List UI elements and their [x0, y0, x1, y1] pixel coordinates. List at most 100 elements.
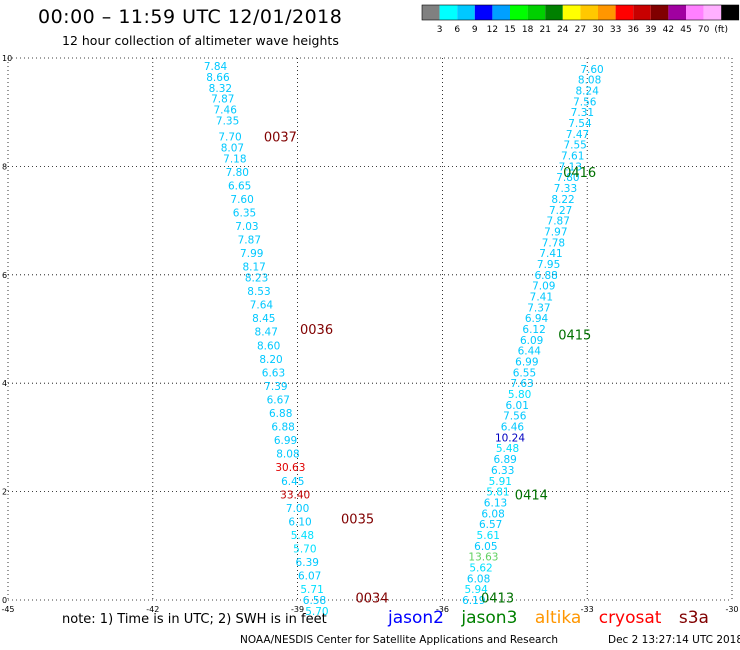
wave-height-point: 7.41 [530, 291, 553, 303]
wave-height-point: 7.84 [204, 61, 228, 73]
legend-swatch [457, 5, 475, 20]
wave-height-point: 30.63 [275, 462, 305, 474]
wave-height-point: 6.67 [267, 394, 290, 406]
wave-height-point: 6.13 [484, 497, 507, 509]
legend-swatch [598, 5, 616, 20]
legend-swatch [633, 5, 651, 20]
legend-label: 24 [557, 25, 569, 35]
wave-height-point: 8.22 [551, 194, 574, 206]
wave-height-point: 5.81 [486, 487, 509, 499]
satellite-key: jason2 jason3 altika cryosat s3a [388, 608, 721, 628]
wave-height-point: 8.47 [255, 327, 278, 339]
wave-height-point: 8.45 [252, 313, 275, 325]
wave-height-point: 5.80 [508, 389, 531, 401]
satellite-s3a: s3a [678, 608, 709, 628]
wave-height-point: 7.33 [554, 183, 577, 195]
wave-height-point: 6.19 [462, 595, 485, 607]
wave-height-point: 8.17 [242, 262, 265, 274]
legend-swatch [721, 5, 739, 20]
wave-height-point: 8.60 [257, 340, 280, 352]
legend-swatch [580, 5, 598, 20]
wave-height-point: 33.40 [280, 489, 310, 501]
legend-label: (ft) [714, 25, 728, 35]
legend-label: 70 [698, 25, 710, 35]
wave-height-point: 7.37 [527, 302, 550, 314]
wave-height-point: 5.48 [291, 530, 314, 542]
wave-height-point: 6.07 [298, 571, 321, 583]
wave-height-point: 7.87 [238, 235, 261, 247]
track-time-label: 0415 [558, 328, 591, 343]
x-tick-label: -36 [436, 605, 449, 614]
wave-height-point: 7.47 [566, 129, 589, 141]
legend-label: 45 [680, 25, 691, 35]
satellite-jason3: jason3 [461, 608, 518, 628]
legend-swatch [510, 5, 528, 20]
wave-height-point: 7.87 [547, 216, 570, 228]
wave-height-point: 8.66 [206, 72, 230, 84]
x-tick-label: -30 [725, 605, 738, 614]
legend-label: 30 [592, 25, 604, 35]
wave-height-point: 7.56 [573, 96, 597, 108]
legend-swatch [703, 5, 722, 20]
wave-height-point: 7.80 [226, 167, 249, 179]
track-time-label: 0037 [264, 131, 297, 146]
track-time-label: 0034 [356, 591, 389, 606]
legend-label: 12 [487, 25, 498, 35]
wave-height-point: 7.39 [264, 381, 287, 393]
wave-height-point: 5.94 [464, 584, 488, 596]
wave-height-point: 8.20 [259, 354, 282, 366]
wave-height-point: 6.99 [274, 435, 297, 447]
generated-timestamp: Dec 2 13:27:14 UTC 2018 [608, 634, 740, 646]
wave-height-point: 5.48 [496, 443, 519, 455]
wave-height-point: 7.35 [216, 115, 239, 127]
wave-height-point: 7.70 [218, 132, 241, 144]
legend-label: 36 [627, 25, 639, 35]
wave-height-point: 6.08 [481, 508, 504, 520]
legend-label: 9 [472, 25, 478, 35]
wave-height-point: 10.24 [495, 432, 525, 444]
wave-height-point: 5.70 [293, 544, 316, 556]
legend-label: 18 [522, 25, 534, 35]
page-title: 00:00 – 11:59 UTC 12/01/2018 [38, 6, 343, 28]
wave-height-point: 7.87 [211, 94, 234, 106]
wave-height-point: 6.09 [520, 335, 543, 347]
color-legend: 3 6 9 12 15 18 21 24 27 30 33 36 39 42 45 70 (ft) [421, 4, 740, 35]
wave-height-point: 5.61 [477, 530, 500, 542]
wave-height-point: 6.88 [534, 270, 557, 282]
wave-height-point: 7.18 [223, 153, 246, 165]
wave-height-point: 6.01 [506, 400, 529, 412]
wave-height-point: 7.63 [510, 378, 533, 390]
legend-label: 3 [437, 25, 443, 35]
wave-height-point: 7.31 [571, 107, 594, 119]
wave-height-point: 6.45 [281, 476, 304, 488]
wave-height-point: 8.08 [276, 449, 299, 461]
legend-swatch [439, 5, 458, 20]
legend-label: 15 [504, 25, 515, 35]
legend-swatch [527, 5, 546, 20]
wave-height-point: 6.65 [228, 180, 251, 192]
legend-label: 21 [539, 25, 550, 35]
wave-height-point: 7.61 [561, 151, 584, 163]
legend-label: 42 [663, 25, 674, 35]
wave-height-point: 7.78 [542, 237, 565, 249]
legend-swatch [492, 5, 510, 20]
wave-height-point: 8.07 [221, 142, 244, 154]
legend-label: 27 [575, 25, 586, 35]
wave-height-point: 7.80 [556, 172, 579, 184]
wave-height-point: 7.13 [559, 161, 582, 173]
y-tick-label: 4 [2, 379, 7, 388]
legend-label: 6 [454, 25, 460, 35]
wave-height-point: 7.03 [235, 221, 258, 233]
wave-height-point: 8.24 [576, 86, 600, 98]
wave-height-point: 6.10 [288, 516, 311, 528]
wave-height-point: 6.35 [233, 207, 256, 219]
wave-height-point: 5.71 [300, 584, 323, 596]
wave-height-point: 6.58 [303, 595, 326, 607]
legend-label: 33 [610, 25, 621, 35]
wave-height-point: 6.39 [296, 557, 319, 569]
wave-height-point: 7.56 [503, 411, 527, 423]
track-time-label: 0036 [300, 323, 333, 338]
satellite-cryosat: cryosat [598, 608, 662, 628]
wave-height-point: 8.53 [247, 286, 270, 298]
